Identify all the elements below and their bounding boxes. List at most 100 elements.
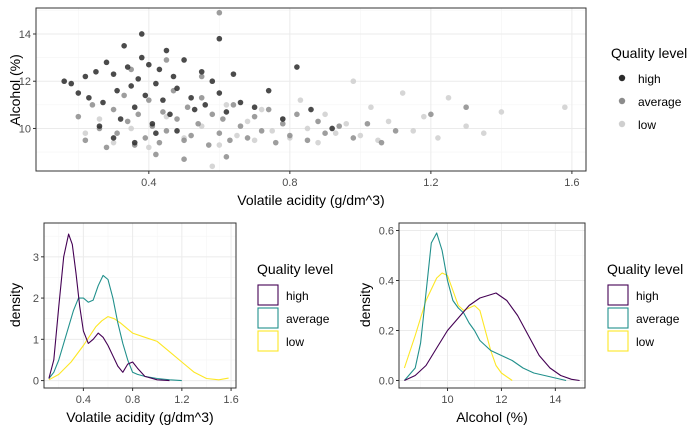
scatter-point-average	[110, 106, 117, 113]
scatter-point-high	[209, 78, 216, 85]
alcohol-density-curves	[403, 232, 580, 382]
scatter-point-average	[392, 128, 399, 134]
scatter-point-low	[216, 142, 223, 148]
scatter-x-tick-label: 1.2	[423, 177, 438, 189]
acidity-density-x-tick-label: 0.4	[76, 394, 91, 406]
scatter-point-average	[209, 111, 216, 118]
scatter-point-average	[294, 111, 300, 118]
scatter-point-high	[156, 66, 163, 73]
scatter-point-low	[343, 120, 350, 127]
acidity-density-gridlines	[44, 223, 236, 388]
scatter-point-average	[378, 139, 385, 146]
scatter-point-high	[93, 68, 99, 75]
scatter-point-low	[269, 128, 276, 134]
scatter-point-low	[562, 104, 568, 111]
alcohol-density-legend-label-high: high	[636, 289, 659, 303]
scatter-point-high	[124, 64, 131, 70]
scatter-y-tick-label: 10	[19, 123, 31, 135]
scatter-point-low	[110, 139, 117, 146]
acidity-density-x-ticks: 0.4 0.8 1.2 1.6	[76, 388, 239, 406]
scatter-point-low	[332, 130, 339, 137]
acidity-density-legend-key-high	[257, 284, 279, 306]
scatter-point-low	[480, 130, 487, 137]
scatter-x-tick-label: 1.6	[564, 177, 579, 189]
scatter-point-high	[191, 106, 198, 113]
scatter-y-axis-title: Alcohol (%)	[7, 54, 23, 126]
acidity-density-curve-average	[48, 274, 182, 382]
scatter-legend: Quality level high average low	[611, 45, 687, 132]
scatter-point-low	[322, 111, 328, 118]
scatter-point-high	[160, 97, 166, 103]
alcohol-density-x-tick-label: 10	[441, 394, 453, 406]
scatter-point-high	[174, 85, 180, 92]
alcohol-density-legend-label-average: average	[636, 312, 680, 326]
acidity-density-curve-high	[48, 233, 170, 382]
scatter-point-average	[258, 128, 265, 134]
scatter-point-average	[287, 132, 293, 139]
scatter-point-average	[174, 116, 180, 122]
scatter-point-low	[385, 118, 392, 125]
scatter-point-high	[149, 120, 156, 127]
scatter-point-high	[163, 47, 170, 54]
scatter-point-high	[181, 57, 187, 63]
scatter-point-high	[114, 87, 120, 94]
alcohol-density-y-tick-label: 0.0	[379, 376, 394, 388]
scatter-point-low	[209, 163, 216, 170]
alcohol-density-curve-average	[403, 232, 567, 382]
scatter-y-ticks: 10 12 14	[19, 29, 36, 135]
scatter-point-high	[117, 116, 124, 122]
scatter-point-high	[131, 104, 138, 111]
scatter-y-tick-label: 14	[19, 29, 31, 41]
scatter-point-low	[445, 94, 452, 101]
scatter-point-high	[110, 135, 117, 141]
scatter-point-high	[251, 104, 258, 111]
scatter-point-low	[244, 118, 251, 125]
alcohol-density-legend-key-high	[607, 284, 629, 306]
scatter-point-low	[498, 109, 505, 115]
scatter-point-high	[230, 71, 237, 77]
scatter-point-average	[237, 123, 244, 129]
scatter-point-average	[114, 130, 120, 137]
scatter-point-average	[205, 142, 212, 148]
acidity-density-panel-border	[43, 222, 237, 389]
alcohol-density-x-tick-label: 14	[549, 394, 561, 406]
scatter-point-average	[244, 135, 251, 141]
alcohol-density-legend-key-low	[607, 330, 629, 352]
acidity-density-panel: 0.4 0.8 1.2 1.6 0 1 2 3 Volatile acidity (g/dm…	[7, 222, 333, 425]
scatter-point-average	[216, 9, 223, 16]
scatter-point-high	[75, 90, 82, 96]
scatter-point-high	[265, 87, 272, 94]
scatter-x-tick-label: 0.8	[282, 177, 297, 189]
scatter-point-average	[223, 154, 230, 160]
alcohol-density-curve-high	[404, 292, 580, 382]
acidity-density-legend-key-average	[257, 307, 279, 329]
acidity-density-y-tick-label: 0	[33, 376, 39, 388]
scatter-point-low	[368, 104, 374, 111]
acidity-density-legend-label-low: low	[286, 335, 304, 349]
scatter-point-low	[234, 132, 240, 139]
scatter-point-average	[163, 128, 170, 134]
alcohol-density-x-axis-title: Alcohol (%)	[456, 409, 528, 425]
scatter-point-average	[103, 144, 110, 151]
scatter-point-average	[279, 120, 286, 127]
scatter-point-low	[421, 113, 427, 120]
scatter-point-average	[195, 120, 201, 127]
scatter-point-average	[160, 109, 166, 115]
scatter-point-high	[153, 80, 159, 87]
scatter-point-average	[227, 137, 233, 144]
scatter-legend-key-high	[618, 74, 626, 82]
scatter-point-low	[357, 132, 364, 139]
scatter-point-low	[304, 125, 311, 132]
scatter-point-high	[308, 106, 314, 113]
scatter-point-high	[188, 94, 194, 101]
scatter-point-high	[131, 139, 138, 146]
scatter-point-high	[170, 73, 177, 80]
scatter-x-axis-title: Volatile acidity (g/dm^3)	[237, 192, 384, 208]
scatter-x-tick-label: 0.4	[141, 177, 156, 189]
scatter-point-high	[198, 68, 205, 75]
scatter-point-average	[188, 132, 194, 139]
scatter-panel-border	[35, 7, 587, 172]
scatter-point-low	[399, 90, 406, 96]
scatter-point-average	[181, 156, 187, 162]
